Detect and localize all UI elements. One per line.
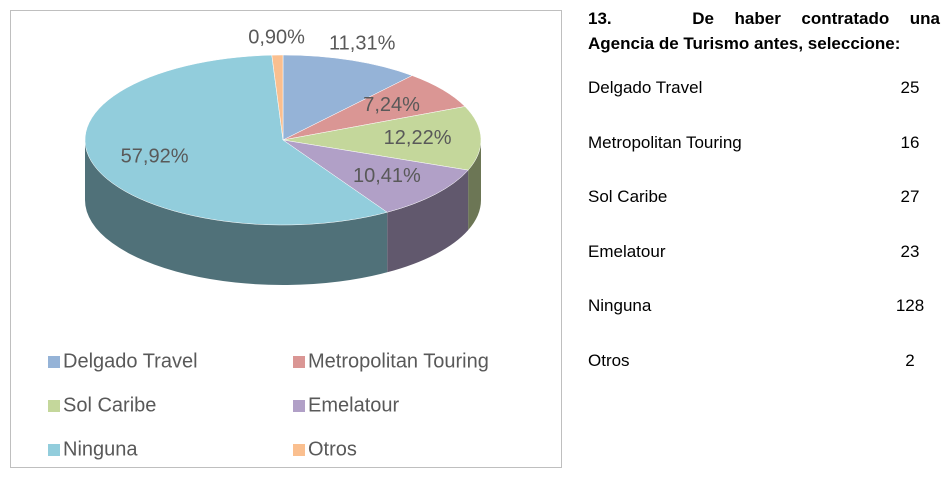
table-row: Metropolitan Touring 16: [588, 131, 940, 186]
data-label: 57,92%: [121, 146, 189, 168]
row-label: Otros: [588, 350, 630, 370]
table-row: Sol Caribe 27: [588, 185, 940, 240]
legend-swatch: [293, 400, 305, 412]
legend-swatch: [48, 400, 60, 412]
table-row: Emelatour 23: [588, 240, 940, 295]
row-value: 128: [895, 296, 925, 316]
legend-label: Metropolitan Touring: [308, 350, 489, 372]
table-row: Delgado Travel 25: [588, 76, 940, 131]
table-title: 13. De haber contratado una Agencia de T…: [588, 6, 940, 56]
pie-slice: [282, 106, 482, 171]
question-number: 13.: [588, 9, 612, 28]
row-value: 27: [900, 187, 920, 207]
pie-slice: [271, 54, 284, 141]
table: 13. De haber contratado una Agencia de T…: [588, 6, 940, 404]
row-label: Delgado Travel: [588, 78, 703, 97]
legend-swatch: [48, 444, 60, 456]
legend-label: Emelatour: [308, 394, 399, 416]
chart: 11,31% 7,24% 12,22% 10,41% 57,92% 0,90% Delgad…: [10, 10, 562, 468]
row-label: Ninguna: [588, 296, 652, 316]
data-label: 11,31%: [329, 33, 396, 55]
row-value: 2: [905, 350, 915, 370]
legend-label: Sol Caribe: [63, 394, 156, 416]
table-row: Ninguna 128: [588, 294, 940, 349]
data-label: 12,22%: [384, 127, 452, 149]
pie-slice: [84, 54, 388, 226]
table-body: Delgado Travel 25 Metropolitan Touring 16 So…: [588, 76, 940, 404]
legend-label: Ninguna: [63, 438, 138, 460]
legend-label: Delgado Travel: [63, 350, 198, 372]
row-label: Emelatour: [588, 241, 666, 261]
row-label: Sol Caribe: [588, 187, 668, 207]
row-label: Metropolitan Touring: [588, 132, 742, 152]
row-value: 16: [900, 132, 920, 152]
pie-side: [85, 140, 388, 286]
data-label: 10,41%: [353, 165, 421, 187]
question-text: De haber contratado una Agencia de Turis…: [588, 9, 940, 53]
legend-swatch: [48, 356, 60, 368]
row-value: 25: [900, 78, 920, 97]
pie-side: [468, 140, 481, 231]
data-label: 0,90%: [248, 27, 305, 49]
pie-slice: [282, 54, 413, 141]
pie-side: [387, 170, 469, 273]
legend-swatch: [293, 444, 305, 456]
row-value: 23: [900, 241, 920, 261]
legend-swatch: [293, 356, 305, 368]
legend-label: Otros: [308, 438, 357, 460]
table-row: Otros 2: [588, 349, 940, 404]
pie-slice: [282, 139, 469, 213]
data-label: 7,24%: [363, 94, 420, 116]
